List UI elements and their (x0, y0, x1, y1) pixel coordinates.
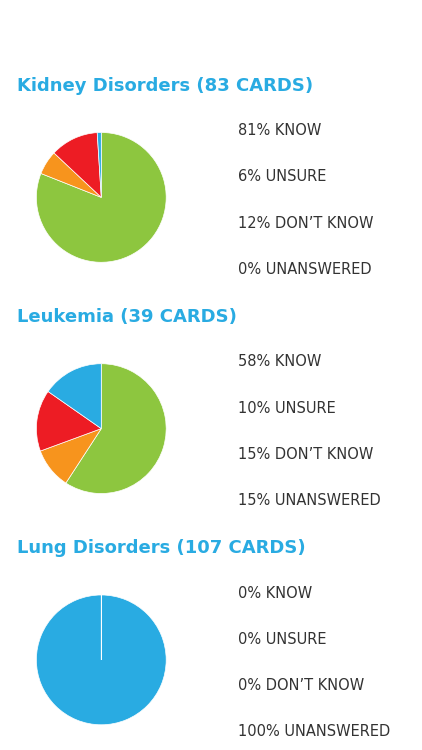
Wedge shape (54, 133, 101, 197)
Text: 10% UNSURE: 10% UNSURE (238, 400, 336, 416)
Text: 12% DON’T KNOW: 12% DON’T KNOW (238, 216, 374, 231)
Text: Leukemia (39 CARDS): Leukemia (39 CARDS) (17, 308, 237, 326)
Wedge shape (36, 595, 166, 724)
Text: 0% KNOW: 0% KNOW (238, 586, 313, 601)
Text: 0% DON’T KNOW: 0% DON’T KNOW (238, 678, 365, 693)
Text: 58% KNOW: 58% KNOW (238, 355, 322, 370)
Text: 100% UNANSWERED: 100% UNANSWERED (238, 724, 391, 740)
Wedge shape (36, 133, 166, 262)
Wedge shape (36, 392, 101, 451)
Text: Kidney Disorders (83 CARDS): Kidney Disorders (83 CARDS) (17, 76, 313, 94)
Text: Statistics: Statistics (154, 16, 268, 40)
Wedge shape (48, 364, 101, 428)
Text: 0% UNSURE: 0% UNSURE (238, 632, 327, 647)
Text: 6% UNSURE: 6% UNSURE (238, 170, 327, 184)
Text: Lung Disorders (107 CARDS): Lung Disorders (107 CARDS) (17, 539, 306, 557)
Text: 15% UNANSWERED: 15% UNANSWERED (238, 494, 381, 508)
Wedge shape (41, 153, 101, 197)
Text: 15% DON’T KNOW: 15% DON’T KNOW (238, 447, 374, 462)
Text: 81% KNOW: 81% KNOW (238, 123, 322, 138)
Wedge shape (41, 428, 101, 483)
Wedge shape (66, 364, 166, 494)
Wedge shape (97, 133, 101, 197)
Text: 0% UNANSWERED: 0% UNANSWERED (238, 262, 372, 277)
